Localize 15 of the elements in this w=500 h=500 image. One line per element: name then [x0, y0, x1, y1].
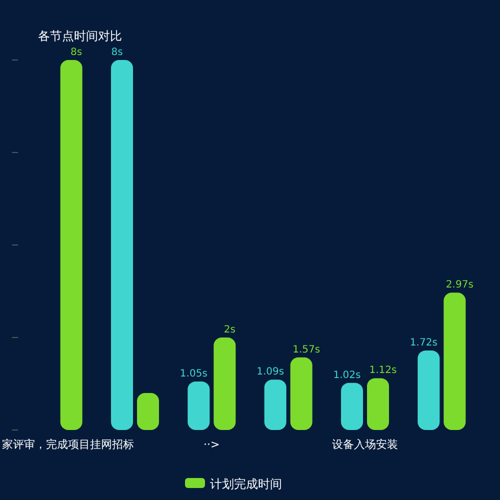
data-label: 8s — [70, 47, 82, 58]
data-label: 8s — [111, 47, 123, 58]
data-label: 1.12s — [369, 365, 397, 376]
data-label: 1.09s — [256, 366, 284, 378]
x-tick-label: ··> — [204, 438, 220, 451]
data-label: 1.72s — [410, 337, 438, 348]
chart-title: 各节点时间对比 — [38, 29, 122, 43]
data-label: 2.97s — [446, 280, 474, 291]
data-label: 2s — [224, 324, 236, 336]
x-tick-label: 家评审，完成项目挂网招标 — [2, 438, 134, 451]
legend-label: 计划完成时间 — [210, 477, 282, 491]
data-label: 1.57s — [292, 344, 320, 356]
x-tick-label: 设备入场安装 — [332, 438, 398, 451]
data-label: 1.05s — [180, 368, 208, 380]
data-label: 1.02s — [333, 370, 361, 381]
